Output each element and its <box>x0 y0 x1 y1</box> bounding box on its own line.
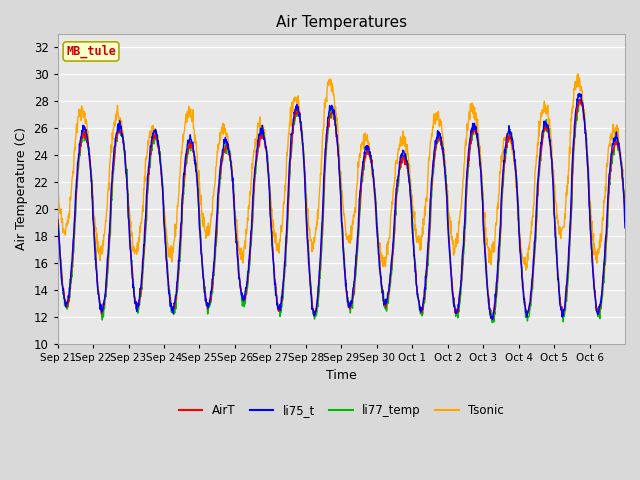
li77_temp <box>577 96 584 102</box>
li75_t <box>54 217 61 223</box>
Title: Air Temperatures: Air Temperatures <box>276 15 407 30</box>
li77_temp <box>488 320 496 325</box>
li77_temp <box>326 109 334 115</box>
AirT <box>54 215 61 221</box>
AirT <box>326 113 334 119</box>
AirT <box>316 266 323 272</box>
X-axis label: Time: Time <box>326 369 356 382</box>
AirT <box>487 316 495 322</box>
Tsonic <box>614 132 622 138</box>
Line: Tsonic: Tsonic <box>58 74 625 270</box>
Line: AirT: AirT <box>58 99 625 319</box>
Y-axis label: Air Temperature (C): Air Temperature (C) <box>15 127 28 251</box>
li75_t <box>316 264 323 270</box>
li77_temp <box>614 145 622 151</box>
Legend: AirT, li75_t, li77_temp, Tsonic: AirT, li75_t, li77_temp, Tsonic <box>174 399 509 422</box>
Tsonic <box>316 185 323 191</box>
li77_temp <box>143 218 150 224</box>
li77_temp <box>621 206 629 212</box>
Tsonic <box>522 267 530 273</box>
AirT <box>559 310 566 316</box>
Text: MB_tule: MB_tule <box>66 45 116 58</box>
Tsonic <box>574 71 582 77</box>
li75_t <box>614 143 622 148</box>
AirT <box>576 96 584 102</box>
li75_t <box>143 196 150 202</box>
li75_t <box>621 225 629 231</box>
li75_t <box>576 91 584 96</box>
Tsonic <box>54 181 61 187</box>
Tsonic <box>475 140 483 146</box>
Tsonic <box>143 154 150 159</box>
AirT <box>614 142 622 148</box>
AirT <box>143 209 150 215</box>
AirT <box>621 218 629 224</box>
li75_t <box>489 317 497 323</box>
li75_t <box>559 312 566 317</box>
Tsonic <box>326 78 334 84</box>
Line: li77_temp: li77_temp <box>58 99 625 323</box>
Tsonic <box>621 204 629 210</box>
li75_t <box>475 148 483 154</box>
Tsonic <box>559 225 566 231</box>
AirT <box>475 149 483 155</box>
Line: li75_t: li75_t <box>58 94 625 320</box>
li77_temp <box>475 148 483 154</box>
li77_temp <box>54 205 61 211</box>
li77_temp <box>559 313 566 319</box>
li77_temp <box>316 274 323 280</box>
li75_t <box>326 106 334 112</box>
